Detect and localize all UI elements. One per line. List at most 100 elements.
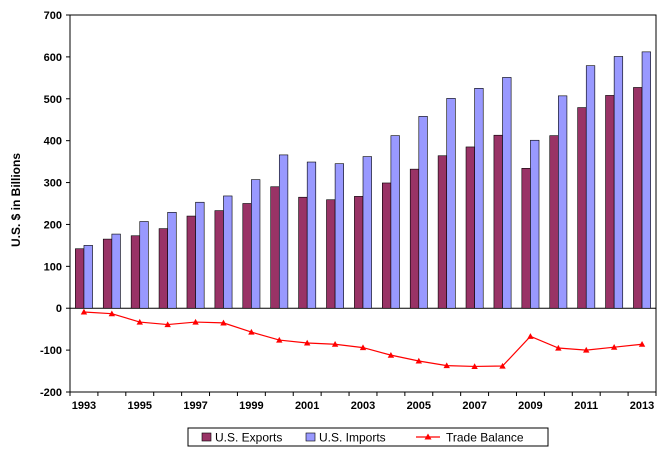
exports-bar [605, 95, 615, 309]
y-tick-label: -200 [40, 387, 62, 399]
imports-bar [251, 179, 261, 309]
legend-swatch-imports [305, 432, 316, 442]
imports-bar [585, 65, 596, 309]
exports-bar [521, 168, 531, 309]
exports-bar [465, 146, 475, 309]
trade-balance-point [359, 344, 367, 351]
x-tick-label: 2003 [351, 400, 375, 412]
imports-bar [502, 77, 512, 309]
exports-bar [158, 228, 168, 309]
line-layer [80, 308, 646, 370]
exports-bar [549, 135, 559, 309]
x-tick-label: 2005 [407, 400, 431, 412]
exports-bar [75, 248, 85, 309]
trade-balance-point [638, 341, 646, 347]
x-tick-label: 2009 [518, 400, 542, 412]
y-tick-label: 700 [44, 10, 62, 22]
exports-bar [326, 199, 336, 309]
exports-bar [354, 196, 364, 309]
exports-bar [493, 134, 503, 309]
x-tick-label: 2013 [630, 400, 654, 412]
imports-bar [111, 233, 121, 309]
trade-balance-point [303, 339, 311, 346]
trade-balance-point [443, 362, 450, 369]
legend-box [187, 427, 549, 447]
legend: U.S. Exports U.S. Imports Trade Balance [187, 427, 549, 447]
trade-balance-point [387, 351, 395, 358]
imports-bar [306, 161, 317, 309]
exports-bar [298, 196, 308, 309]
imports-bar [362, 156, 372, 309]
imports-bar [474, 88, 484, 309]
trade-balance-point [471, 363, 478, 370]
trade-balance-point [499, 362, 506, 369]
x-tick-label: 1995 [128, 400, 152, 412]
exports-bar [382, 182, 392, 309]
plot-area [69, 14, 657, 393]
trade-balance-point [527, 333, 534, 339]
imports-bar [446, 98, 456, 309]
bars-layer [75, 51, 651, 309]
legend-swatch-exports [201, 432, 212, 442]
exports-bar [214, 210, 224, 309]
exports-bar [242, 203, 252, 309]
y-tick-label: -100 [40, 345, 62, 357]
x-tick-label: 2007 [462, 400, 486, 412]
y-axis-label: U.S. $ in Billions [9, 153, 23, 247]
imports-bar [613, 56, 624, 309]
exports-bar [102, 238, 113, 309]
imports-bar [641, 51, 651, 309]
imports-bar [278, 154, 289, 309]
exports-bar [186, 215, 196, 309]
trade-balance-line [83, 311, 643, 368]
labels-layer: -200 -100 0 100 200 300 400 500 600 700 1993 1995 19… [40, 10, 654, 412]
imports-bar [195, 201, 205, 309]
y-tick-label: 0 [56, 303, 62, 315]
x-tick-label: 2011 [574, 400, 598, 412]
imports-bar [83, 245, 93, 309]
y-tick-label: 600 [44, 52, 62, 64]
trade-balance-point [164, 321, 171, 328]
trade-balance-point [108, 310, 116, 317]
legend-label-imports: U.S. Imports [319, 431, 386, 445]
legend-marker-balance [424, 433, 432, 440]
trade-balance-point [583, 346, 590, 353]
imports-bar [167, 211, 177, 309]
imports-bar [558, 95, 568, 309]
trade-balance-point [136, 318, 143, 325]
x-tick-label: 1993 [72, 400, 96, 412]
exports-bar [270, 186, 280, 309]
trade-balance-point [276, 336, 283, 343]
trade-balance-point [80, 308, 88, 315]
y-tick-label: 500 [44, 94, 62, 106]
exports-bar [437, 155, 448, 309]
trade-balance-point [220, 319, 227, 326]
y-tick-label: 100 [44, 261, 62, 273]
x-tick-label: 1997 [183, 400, 207, 412]
imports-bar [139, 221, 149, 309]
imports-bar [334, 163, 344, 309]
trade-balance-point [415, 357, 423, 364]
y-tick-label: 300 [44, 178, 62, 190]
imports-bar [530, 139, 540, 309]
trade-balance-point [248, 328, 255, 335]
x-tick-label: 1999 [239, 400, 263, 412]
trade-balance-point [555, 344, 562, 351]
imports-bar [223, 195, 233, 309]
legend-label-exports: U.S. Exports [215, 431, 282, 445]
y-tick-label: 400 [44, 136, 62, 148]
exports-bar [130, 235, 141, 309]
y-tick-label: 200 [44, 219, 62, 231]
trade-balance-point [192, 318, 199, 325]
exports-bar [409, 168, 420, 309]
legend-label-balance: Trade Balance [446, 431, 524, 445]
x-tick-label: 2001 [295, 400, 319, 412]
exports-bar [633, 87, 643, 309]
exports-bar [577, 107, 587, 309]
imports-bar [390, 135, 400, 309]
imports-bar [418, 116, 428, 309]
trade-balance-point [610, 343, 618, 350]
trade-balance-point [331, 341, 339, 347]
